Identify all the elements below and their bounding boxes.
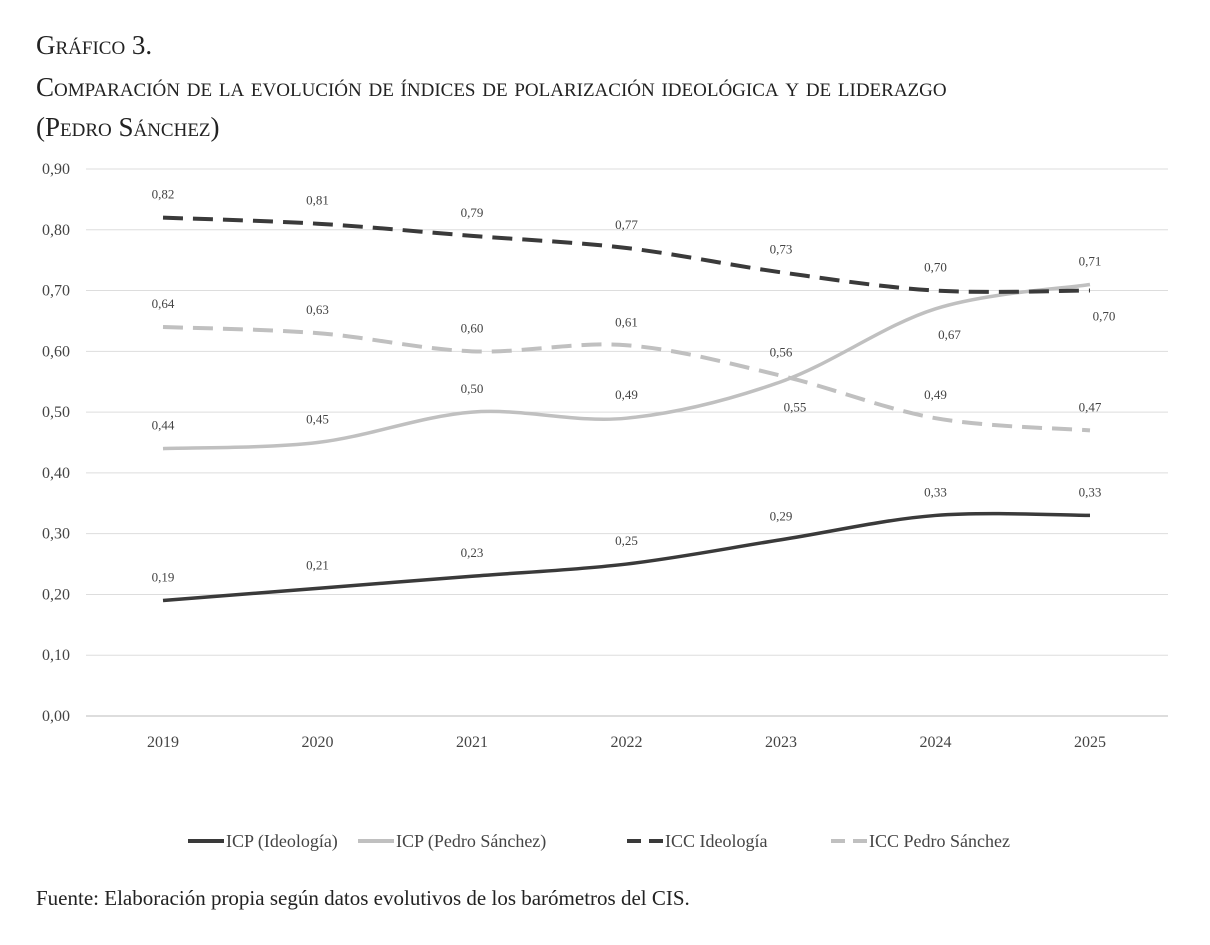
data-label: 0,77 — [615, 217, 638, 232]
y-tick-label: 0,40 — [42, 465, 70, 482]
series-line-2 — [162, 215, 1091, 294]
data-label: 0,73 — [770, 241, 793, 256]
data-label: 0,70 — [924, 260, 947, 275]
figure-label: Gráfico 3. — [36, 30, 153, 60]
x-tick-label: 2021 — [456, 734, 488, 751]
y-tick-label: 0,70 — [42, 283, 70, 300]
data-label: 0,67 — [938, 327, 961, 342]
x-tick-label: 2025 — [1074, 734, 1106, 751]
data-label: 0,25 — [615, 533, 638, 548]
line-chart: 0,00 0,10 0,20 0,30 0,40 0,50 0,60 0,70 0,80 0,90… — [42, 161, 1168, 852]
data-label: 0,21 — [306, 557, 329, 572]
y-tick-label: 0,00 — [42, 708, 70, 725]
x-tick-label: 2023 — [765, 734, 797, 751]
x-tick-label: 2022 — [611, 734, 643, 751]
data-label: 0,49 — [615, 387, 638, 402]
y-tick-label: 0,80 — [42, 222, 70, 239]
data-label: 0,55 — [784, 400, 807, 415]
chart-title: Comparación de la evolución de índices d… — [36, 72, 947, 102]
data-label: 0,44 — [152, 418, 175, 433]
series-line-0 — [162, 511, 1091, 603]
x-tick-label: 2020 — [302, 734, 334, 751]
data-label: 0,79 — [461, 205, 484, 220]
legend-label: ICP (Pedro Sánchez) — [396, 831, 546, 852]
data-label: 0,81 — [306, 193, 329, 208]
x-tick-label: 2019 — [147, 734, 179, 751]
data-label: 0,61 — [615, 314, 638, 329]
data-label: 0,33 — [924, 484, 947, 499]
data-label: 0,63 — [306, 302, 329, 317]
y-tick-label: 0,50 — [42, 404, 70, 421]
y-tick-label: 0,30 — [42, 526, 70, 543]
data-label: 0,56 — [770, 345, 793, 360]
data-label: 0,33 — [1079, 484, 1102, 499]
y-tick-label: 0,90 — [42, 161, 70, 178]
legend-label: ICP (Ideología) — [226, 831, 338, 852]
data-label: 0,47 — [1079, 399, 1102, 414]
data-label: 0,23 — [461, 545, 484, 560]
series-line-1 — [162, 282, 1091, 451]
y-tick-label: 0,10 — [42, 647, 70, 664]
y-tick-label: 0,20 — [42, 586, 70, 603]
data-label: 0,29 — [770, 509, 793, 524]
x-tick-label: 2024 — [920, 734, 952, 751]
legend-label: ICC Ideología — [665, 831, 767, 851]
y-tick-label: 0,60 — [42, 343, 70, 360]
chart-subtitle: (Pedro Sánchez) — [36, 112, 220, 142]
data-label: 0,50 — [461, 381, 484, 396]
data-label: 0,49 — [924, 387, 947, 402]
source-note: Fuente: Elaboración propia según datos e… — [36, 886, 690, 910]
data-label: 0,60 — [461, 320, 484, 335]
data-label: 0,19 — [152, 570, 175, 585]
data-label: 0,70 — [1093, 309, 1116, 324]
data-label: 0,64 — [152, 296, 175, 311]
legend-label: ICC Pedro Sánchez — [869, 831, 1010, 851]
data-label: 0,71 — [1079, 253, 1102, 268]
data-label: 0,45 — [306, 412, 329, 427]
series-line-3 — [162, 325, 1091, 433]
data-label: 0,82 — [152, 187, 175, 202]
